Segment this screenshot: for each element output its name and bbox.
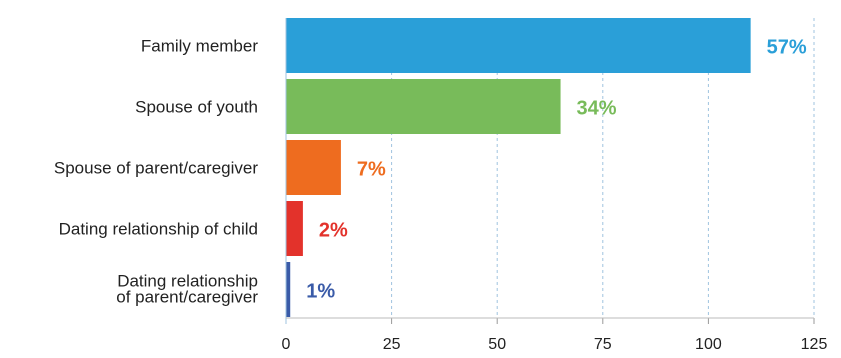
category-labels: Family member Spouse of youth Spouse of pa… bbox=[54, 37, 258, 307]
bar bbox=[286, 18, 751, 73]
category-label: Spouse of youth bbox=[135, 98, 258, 117]
data-label: 2% bbox=[319, 220, 348, 242]
bar bbox=[286, 140, 341, 195]
data-labels: 57% 34% 7% 2% 1% bbox=[306, 37, 807, 303]
category-label-line: Dating relationship bbox=[117, 272, 258, 291]
x-tick-label: 75 bbox=[594, 336, 612, 353]
data-label: 1% bbox=[306, 281, 335, 303]
x-tick-label: 50 bbox=[488, 336, 506, 353]
bar bbox=[286, 201, 303, 256]
category-label: Family member bbox=[141, 37, 258, 56]
x-axis: 0 25 50 75 100 125 bbox=[282, 18, 828, 353]
x-tick-label: 0 bbox=[282, 336, 291, 353]
category-label: Spouse of parent/caregiver bbox=[54, 159, 258, 178]
bars bbox=[286, 18, 751, 317]
category-label: Dating relationship of child bbox=[59, 220, 258, 239]
x-tick-label: 100 bbox=[695, 336, 722, 353]
x-tick-label: 125 bbox=[801, 336, 828, 353]
bar bbox=[286, 79, 561, 134]
category-label: Dating relationship of parent/caregiver bbox=[116, 272, 258, 307]
x-tick-label: 25 bbox=[383, 336, 401, 353]
data-label: 7% bbox=[357, 159, 386, 181]
bar bbox=[286, 262, 291, 317]
data-label: 57% bbox=[767, 37, 807, 59]
data-label: 34% bbox=[577, 98, 617, 120]
category-label-line: of parent/caregiver bbox=[116, 288, 258, 307]
